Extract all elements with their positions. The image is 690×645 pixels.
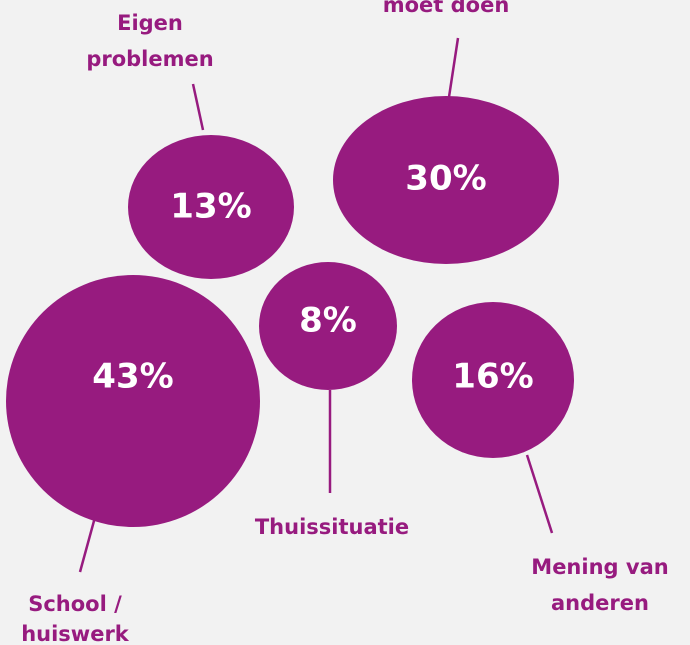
category-label: School /: [28, 592, 122, 616]
bubble: [333, 96, 559, 264]
category-label: Eigen: [117, 11, 183, 35]
leader-line: [191, 83, 205, 131]
value-label: 8%: [299, 301, 357, 341]
value-label: 43%: [92, 357, 173, 397]
bubble: [259, 262, 397, 390]
bubble: [6, 275, 260, 527]
bubble: [412, 302, 574, 458]
leader-line: [447, 37, 460, 98]
category-label: anderen: [551, 591, 649, 615]
value-label: 13%: [170, 187, 251, 227]
bubble: [128, 135, 294, 279]
category-label: problemen: [86, 47, 213, 71]
category-label: huiswerk: [21, 622, 130, 645]
value-label: 16%: [452, 357, 533, 397]
value-label: 30%: [405, 159, 486, 199]
category-label: Mening van: [531, 555, 668, 579]
leader-line: [525, 454, 554, 534]
category-label: Thuissituatie: [255, 515, 409, 539]
category-label: moet doen: [383, 0, 510, 17]
